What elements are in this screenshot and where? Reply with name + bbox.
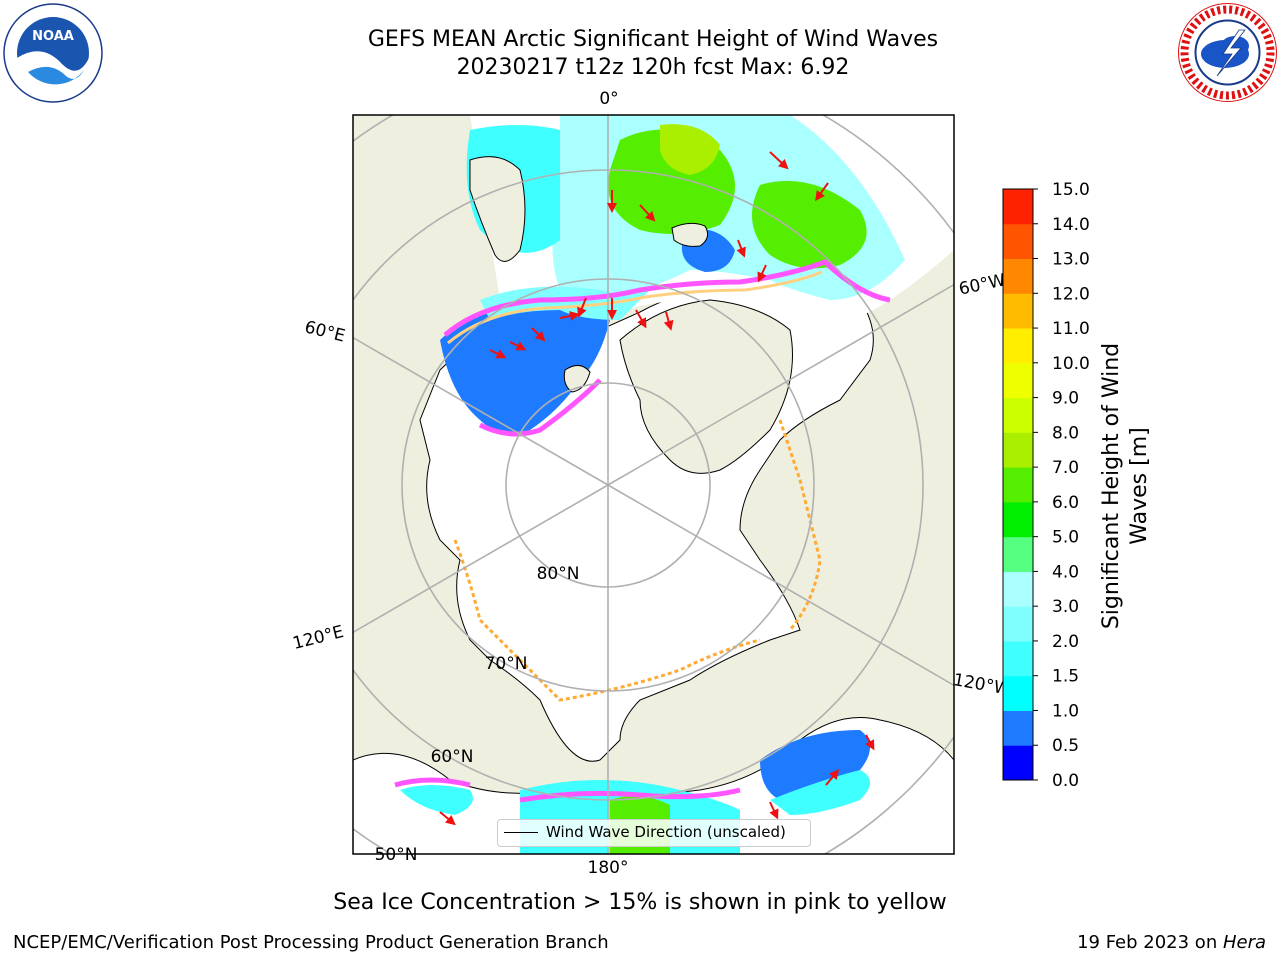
colorbar-swatch — [1003, 362, 1033, 399]
wave-field-barents — [440, 300, 610, 434]
colorbar-swatch — [1003, 536, 1033, 572]
legend-label: Wind Wave Direction (unscaled) — [546, 823, 786, 841]
colorbar-tick-label: 7.0 — [1052, 458, 1079, 478]
wave-arrow — [769, 151, 789, 170]
map-legend: Wind Wave Direction (unscaled) — [497, 819, 811, 847]
map-subtitle: 20230217 t12z 120h fcst Max: 6.92 — [456, 55, 850, 80]
wave-arrow — [635, 309, 647, 329]
wave-arrow — [757, 264, 767, 283]
colorbar-tick-label: 13.0 — [1052, 250, 1090, 270]
parallel-label-60n: 60°N — [431, 747, 474, 767]
meridian-120e — [353, 484, 609, 634]
wave-field-atlantic-yellowgreen — [660, 124, 720, 175]
legend-line-swatch — [504, 832, 538, 833]
parallel-label-80n: 80°N — [537, 564, 580, 584]
wave-arrow — [769, 801, 779, 820]
colorbar-swatch — [1003, 293, 1033, 329]
colorbar-frame — [1002, 188, 1034, 781]
colorbar-tick-label: 5.0 — [1052, 528, 1079, 548]
meridian-label-120e: 120°E — [291, 622, 346, 654]
colorbar-swatch — [1003, 397, 1033, 433]
wave-arrow — [663, 311, 674, 331]
nws-logo — [1178, 3, 1277, 102]
colorbar-swatch — [1003, 328, 1033, 364]
wave-arrow — [509, 341, 527, 351]
wave-arrow — [577, 297, 587, 318]
wave-arrow — [815, 182, 829, 202]
ice-edge-barents — [478, 378, 602, 437]
ice-edge-siberia — [453, 539, 761, 702]
wave-arrow — [531, 327, 546, 342]
colorbar-swatch — [1003, 710, 1033, 746]
colorbar-tick-label: 11.0 — [1052, 319, 1090, 339]
colorbar-tick-label: 3.0 — [1052, 597, 1079, 617]
greenland — [619, 299, 793, 474]
map-area — [353, 115, 954, 854]
meridian-label-180: 180° — [588, 858, 629, 878]
parallel-label-50n: 50°N — [375, 845, 418, 865]
colorbar-swatch — [1003, 432, 1033, 468]
parallel-label-70n: 70°N — [485, 654, 528, 674]
colorbar-tick-label: 6.0 — [1052, 493, 1079, 513]
wave-arrow — [559, 311, 580, 321]
colorbar-swatch — [1003, 223, 1033, 260]
map-frame — [352, 114, 955, 855]
footer-date-text: 19 Feb 2023 on — [1077, 932, 1223, 953]
footer-machine: Hera — [1222, 932, 1266, 953]
meridian-60e — [353, 336, 609, 486]
colorbar-tick-label: 0.5 — [1052, 736, 1079, 756]
colorbar-swatch — [1003, 467, 1033, 503]
ice-edge-okhotsk — [394, 777, 471, 788]
wave-arrow — [439, 811, 456, 826]
colorbar-swatch — [1003, 675, 1033, 711]
map-title: GEFS MEAN Arctic Significant Height of W… — [367, 27, 939, 52]
footer-source: NCEP/EMC/Verification Post Processing Pr… — [13, 932, 609, 953]
wave-field-atlantic-green2 — [752, 180, 867, 269]
colorbar-tick-label: 14.0 — [1052, 215, 1090, 235]
wave-arrow — [825, 769, 840, 786]
meridian-label-60e: 60°E — [303, 317, 347, 346]
colorbar-swatch — [1003, 571, 1033, 607]
colorbar-swatch — [1003, 640, 1033, 677]
footer-date: 19 Feb 2023 on Hera — [1077, 932, 1266, 953]
meridian-label-0: 0° — [599, 89, 618, 109]
wave-arrow — [865, 734, 875, 751]
colorbar-tick-label: 9.0 — [1052, 389, 1079, 409]
colorbar-swatch — [1003, 189, 1033, 225]
wave-field-gulf-alaska-cyan — [770, 770, 870, 815]
colorbar-tick-label: 12.0 — [1052, 284, 1090, 304]
iceland — [671, 222, 709, 247]
noaa-text: NOAA — [32, 29, 74, 44]
wave-arrow — [736, 239, 746, 258]
colorbar-swatch — [1003, 745, 1033, 781]
colorbar-swatch — [1003, 258, 1033, 294]
graticule — [353, 115, 954, 854]
colorbar-swatch — [1003, 606, 1033, 642]
ice-edge-atlantic-inner — [447, 270, 823, 345]
colorbar-tick-label: 10.0 — [1052, 354, 1090, 374]
wave-arrow — [639, 204, 656, 222]
colorbar-tick-label: 2.0 — [1052, 632, 1079, 652]
ice-edge-atlantic — [443, 259, 891, 337]
wave-field-gulf-alaska — [760, 730, 870, 800]
meridian-label-60w: 60°W — [957, 270, 1007, 299]
colorbar-tick-label: 1.0 — [1052, 701, 1079, 721]
colorbar-tick-label: 8.0 — [1052, 423, 1079, 443]
colorbar-tick-label: 4.0 — [1052, 562, 1079, 582]
meridian-60w — [607, 283, 954, 486]
colorbar-tick-label: 1.5 — [1052, 667, 1079, 687]
colorbar-swatch — [1003, 501, 1033, 538]
colorbar: 0.0 0.5 1.0 1.5 2.0 3.0 4.0 5.0 6.0 7.0 8.0 9.0 10.0… — [1002, 180, 1090, 791]
noaa-logo: NOAA — [3, 3, 103, 103]
sea-ice-note: Sea Ice Concentration > 15% is shown in … — [333, 890, 947, 915]
wave-arrow — [489, 349, 507, 359]
wave-field-okhotsk — [400, 785, 473, 815]
meridian-120w — [607, 484, 954, 687]
colorbar-tick-label: 0.0 — [1052, 771, 1079, 791]
colorbar-tick-label: 15.0 — [1052, 180, 1090, 200]
scandinavia — [469, 156, 526, 262]
wind-wave-arrows — [439, 151, 875, 826]
colorbar-title: Significant Height of Wind Waves [m] — [1099, 342, 1152, 630]
